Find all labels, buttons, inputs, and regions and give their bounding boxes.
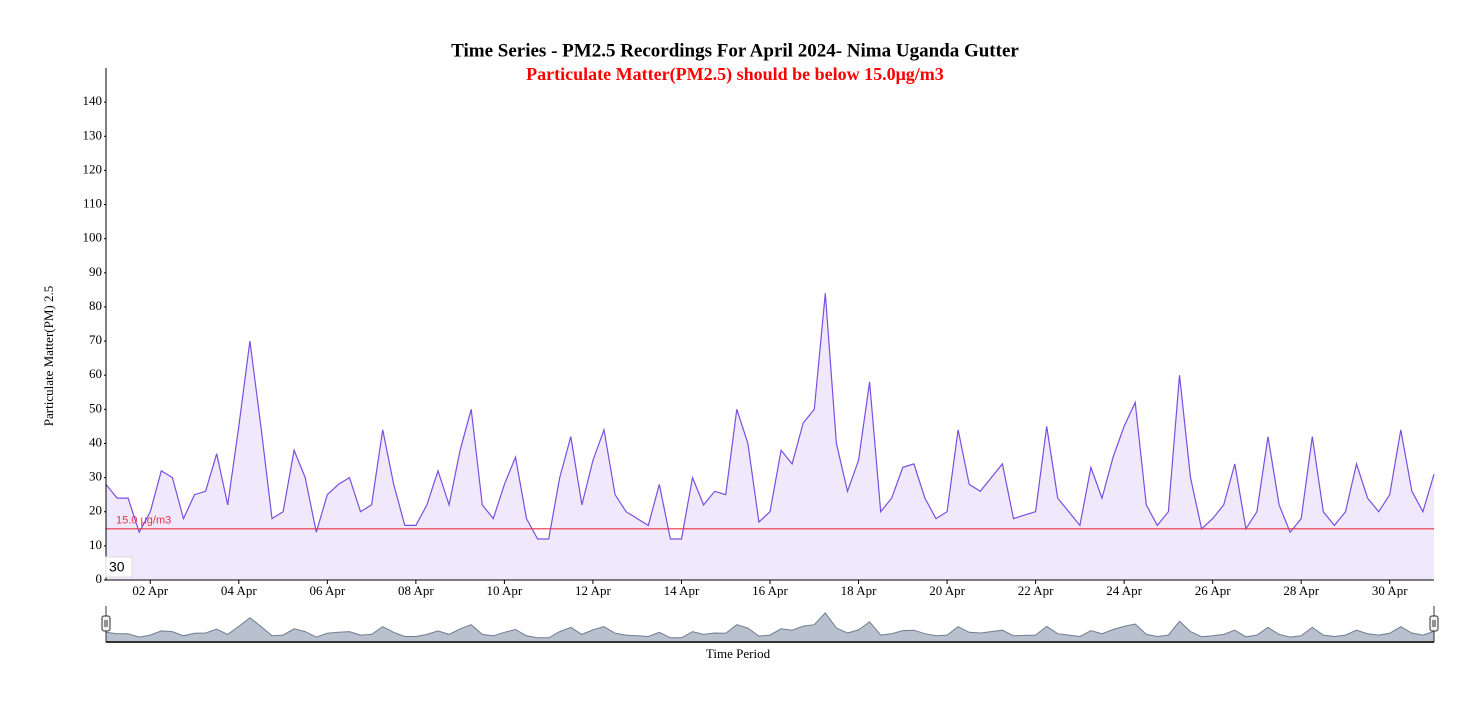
y-tick-label: 10: [89, 537, 102, 552]
y-tick-label: 70: [89, 332, 102, 347]
threshold-label: 15.0 μg/m3: [116, 515, 171, 527]
x-tick-label: 18 Apr: [841, 583, 877, 598]
x-tick-label: 24 Apr: [1106, 583, 1142, 598]
chart-subtitle: Particulate Matter(PM2.5) should be belo…: [526, 64, 944, 85]
y-tick-label: 140: [83, 93, 103, 108]
y-axis-label: Particulate Matter(PM) 2.5: [41, 286, 56, 426]
x-tick-label: 30 Apr: [1372, 583, 1408, 598]
navigator-handle[interactable]: [1429, 615, 1439, 632]
x-tick-label: 10 Apr: [487, 583, 523, 598]
x-tick-label: 02 Apr: [132, 583, 168, 598]
y-tick-label: 120: [83, 161, 103, 176]
zoom-label: 30: [109, 559, 125, 575]
chart-title: Time Series - PM2.5 Recordings For April…: [451, 40, 1019, 61]
x-tick-label: 22 Apr: [1018, 583, 1054, 598]
x-tick-label: 14 Apr: [664, 583, 700, 598]
y-tick-label: 110: [83, 196, 102, 211]
y-tick-label: 90: [89, 264, 102, 279]
navigator-area: [105, 612, 1435, 643]
x-tick-label: 04 Apr: [221, 583, 257, 598]
navigator-handle[interactable]: [101, 615, 111, 632]
y-tick-label: 0: [96, 571, 103, 586]
y-tick-label: 80: [89, 298, 102, 313]
x-tick-label: 12 Apr: [575, 583, 611, 598]
x-tick-label: 28 Apr: [1283, 583, 1319, 598]
zoom-box: [105, 556, 133, 578]
y-tick-label: 30: [89, 469, 102, 484]
x-tick-label: 06 Apr: [309, 583, 345, 598]
y-tick-label: 60: [89, 366, 102, 381]
area-fill: [106, 293, 1434, 580]
x-tick-label: 26 Apr: [1195, 583, 1231, 598]
y-tick-label: 20: [89, 503, 102, 518]
y-tick-label: 50: [89, 400, 102, 415]
x-axis-label: Time Period: [706, 646, 771, 661]
y-tick-label: 40: [89, 434, 102, 449]
x-tick-label: 08 Apr: [398, 583, 434, 598]
x-tick-label: 20 Apr: [929, 583, 965, 598]
y-tick-label: 130: [83, 127, 103, 142]
data-line: [105, 293, 1435, 540]
x-tick-label: 16 Apr: [752, 583, 788, 598]
y-tick-label: 100: [83, 230, 103, 245]
